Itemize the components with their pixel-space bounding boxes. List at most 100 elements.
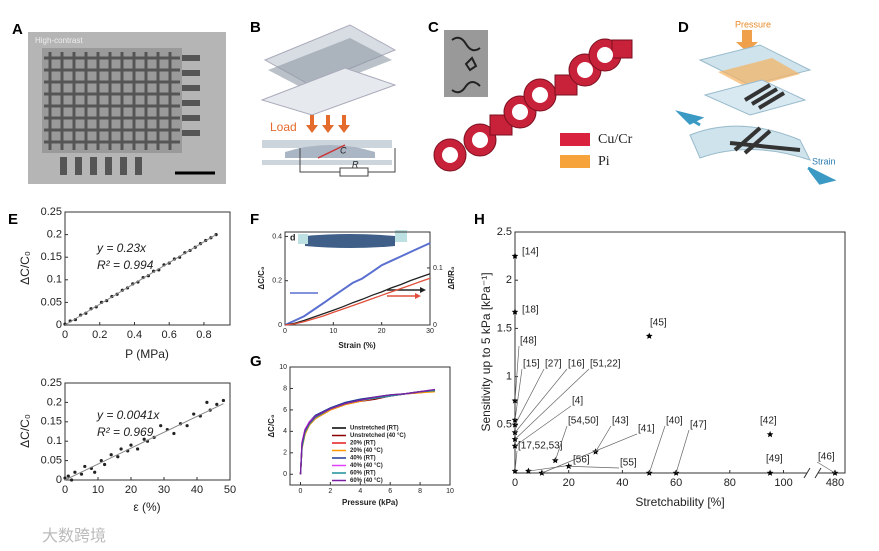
point [119,447,123,451]
x-tick-label: 30 [426,328,434,335]
x-tick-label: 10 [446,488,454,495]
y-tick-label: 1 [506,371,512,383]
y-tick-label: 2 [283,450,287,457]
point-label: [18] [522,305,539,316]
panel-label: F [250,211,259,228]
panel-label: G [250,353,262,370]
point [215,402,219,406]
point-label: [48] [520,336,537,347]
point [159,424,163,428]
r-label: R [352,159,359,169]
series-line [299,388,436,475]
point [205,400,209,404]
leader-line [675,429,690,474]
legend-label: 40% (RT) [350,456,376,462]
series-line [284,273,431,326]
x-tick-label: 60 [670,477,682,489]
point [103,462,107,467]
x-tick-label: 20 [125,484,137,496]
x-tick-label: 2 [328,488,332,495]
point-label: [54,50] [568,416,599,427]
c-label: C [340,145,347,155]
x-tick-label: 30 [158,484,170,496]
point-label: [56] [573,455,590,466]
y-tick-label: 0.1 [47,435,62,447]
leader-line [816,461,836,474]
point-label: [15] [523,359,540,370]
y-tick-label: 2 [506,274,512,286]
panel-label: H [474,211,485,228]
x-tick-label: 8 [418,488,422,495]
axis-break [807,470,818,476]
panel-f-decor [290,230,426,299]
point-label: [46] [818,452,835,463]
point-label: [49] [766,454,783,465]
fit-line [64,234,217,326]
watermark: 大数跨境 [42,526,106,545]
point-label: [42] [760,416,777,427]
point-label: [47] [690,420,707,431]
y-tick-label: 0.5 [497,419,512,431]
point-label: [45] [650,318,667,329]
legend-label: 40% (40 °C) [350,463,383,469]
point [221,398,225,403]
leader-line [528,464,573,472]
leader-line [514,450,518,472]
x-axis-label: P (MPa) [125,347,169,361]
point [116,455,120,459]
x-tick-label: 100 [774,477,792,489]
y-tick-label: 1.5 [497,322,512,334]
point [79,472,84,476]
annotation: R² = 0.994 [97,258,154,272]
y-tick-label: 0.15 [41,416,62,428]
y-tick-label: 0.2 [47,229,62,241]
point [109,453,113,457]
y-tick-label: 8 [283,385,287,392]
panel-b-image: Load C R [260,24,397,177]
y-axis-label: ΔC/C₀ [257,266,266,290]
y-tick-label: 6 [283,407,287,414]
y-tick-label: 10 [279,364,287,371]
x-tick-label: 50 [224,484,236,496]
point-label: [14] [522,247,539,258]
point [66,474,70,478]
point [172,431,176,436]
x-tick-label: 4 [358,488,362,495]
legend-label: Pi [598,154,610,169]
leader-line [514,345,520,401]
y-tick-label: 0.4 [272,233,282,240]
y2-tick-label: 0.1 [433,265,443,272]
point [645,332,653,339]
point [511,252,519,259]
y-tick-label: 0.05 [41,455,62,467]
legend-label: Unstretched (RT) [350,426,399,432]
point-label: [16] [568,359,585,370]
x-tick-label: 0 [283,328,287,335]
y-tick-label: 0.1 [47,274,62,286]
strain-label: Strain [812,156,836,166]
y-tick-label: 4 [283,428,287,435]
legend-label: Cu/Cr [598,132,633,147]
point [185,424,189,428]
y-tick-label: 0.25 [41,206,62,218]
x-tick-label: 0.4 [127,329,142,341]
series-line [284,277,431,326]
annotation: R² = 0.969 [97,425,154,439]
fit-line [64,403,224,481]
point-label: [43] [612,416,629,427]
point [766,469,774,476]
x-tick-label: 40 [616,477,628,489]
annotation: y = 0.23x [96,241,147,255]
plot-frame [289,366,451,486]
point-label: [55] [620,458,637,469]
x-tick-label: 0.8 [196,329,211,341]
leader-line [514,368,590,440]
leader-line [514,405,572,447]
x-tick-label: 20 [563,477,575,489]
panel-c-image: Cu/Cr Pi [433,30,633,172]
x-axis-label: Pressure (kPa) [342,498,398,507]
leader-line [514,368,545,425]
point [99,459,103,463]
load-label: Load [270,120,297,134]
